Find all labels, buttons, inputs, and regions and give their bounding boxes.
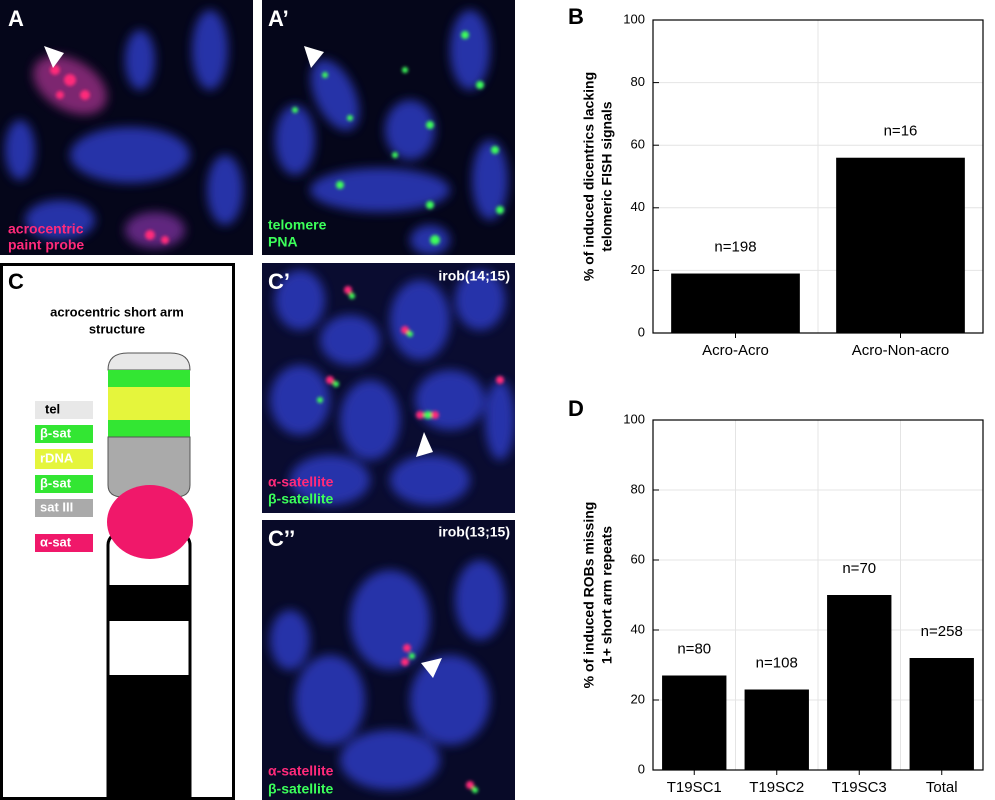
micrograph-a: [0, 0, 253, 255]
caption: PNA: [268, 234, 298, 250]
y-axis-label: % of induced dicentrics lacking: [581, 72, 597, 281]
legend-swatches: [35, 401, 93, 552]
chromosome-diagram: [106, 352, 193, 800]
bar: [909, 658, 974, 770]
y-axis-label: 1+ short arm repeats: [599, 526, 615, 664]
bar: [836, 157, 965, 333]
y-tick-label: 40: [631, 621, 645, 636]
panel-letter: A: [8, 6, 24, 31]
panel-letter: B: [568, 4, 584, 29]
tag: irob(14;15): [438, 268, 510, 284]
legend-label: tel: [45, 401, 60, 416]
bar-annotation: n=198: [714, 238, 756, 255]
y-tick-label: 60: [631, 551, 645, 566]
y-tick-label: 100: [623, 11, 645, 26]
y-tick-label: 60: [631, 137, 645, 152]
bar: [671, 273, 800, 333]
bar-annotation: n=70: [842, 560, 876, 577]
bar-annotation: n=16: [884, 123, 918, 140]
caption: α-satellite: [268, 474, 334, 490]
y-tick-label: 40: [631, 199, 645, 214]
panel-letter: D: [568, 396, 584, 421]
bar: [827, 595, 892, 770]
x-tick-label: T19SC2: [749, 779, 804, 796]
micrograph-c-double-prime: [262, 520, 515, 800]
caption: β-satellite: [268, 781, 334, 797]
legend-label: rDNA: [40, 450, 74, 465]
panel-letter: C’: [268, 269, 290, 294]
x-tick-label: T19SC3: [832, 779, 887, 796]
bar: [744, 689, 809, 770]
plot-frame: [652, 19, 984, 334]
y-axis-label: % of induced ROBs missing: [581, 502, 597, 689]
caption: telomere: [268, 217, 327, 233]
caption: β-satellite: [268, 491, 334, 507]
legend-label: sat III: [40, 499, 73, 514]
y-tick-label: 0: [638, 324, 645, 339]
caption: acrocentric: [8, 221, 84, 237]
plot-frame: [652, 419, 984, 771]
legend-label: β-sat: [40, 425, 72, 440]
y-tick-label: 80: [631, 481, 645, 496]
bar-annotation: n=258: [921, 623, 963, 640]
y-axis-label: telomeric FISH signals: [599, 101, 615, 251]
caption: α-satellite: [268, 763, 334, 779]
y-tick-label: 100: [623, 411, 645, 426]
x-tick-label: Acro-Acro: [702, 342, 769, 359]
micrograph-c-prime: [262, 263, 515, 513]
charts: B 0 20 40 60 80 100 % of induced dicentrics lac…: [568, 4, 984, 796]
diagram-title: acrocentric short arm: [50, 304, 184, 319]
legend-label: β-sat: [40, 475, 72, 490]
y-tick-label: 20: [631, 691, 645, 706]
x-tick-label: Acro-Non-acro: [852, 342, 950, 359]
y-tick-label: 0: [638, 761, 645, 776]
x-tick-label: T19SC1: [667, 779, 722, 796]
legend-label: α-sat: [40, 534, 72, 549]
x-tick-label: Total: [926, 779, 958, 796]
bar: [662, 675, 727, 770]
diagram-title: structure: [89, 321, 145, 336]
micrograph-a-prime: [262, 0, 515, 255]
bar-annotation: n=80: [677, 640, 711, 657]
panel-letter: C’’: [268, 526, 295, 551]
bar-annotation: n=108: [756, 654, 798, 671]
caption: paint probe: [8, 237, 84, 253]
tag: irob(13;15): [438, 524, 510, 540]
panel-letter: A’: [268, 6, 289, 31]
panel-letter: C: [8, 269, 24, 294]
y-tick-label: 80: [631, 74, 645, 89]
y-tick-label: 20: [631, 262, 645, 277]
